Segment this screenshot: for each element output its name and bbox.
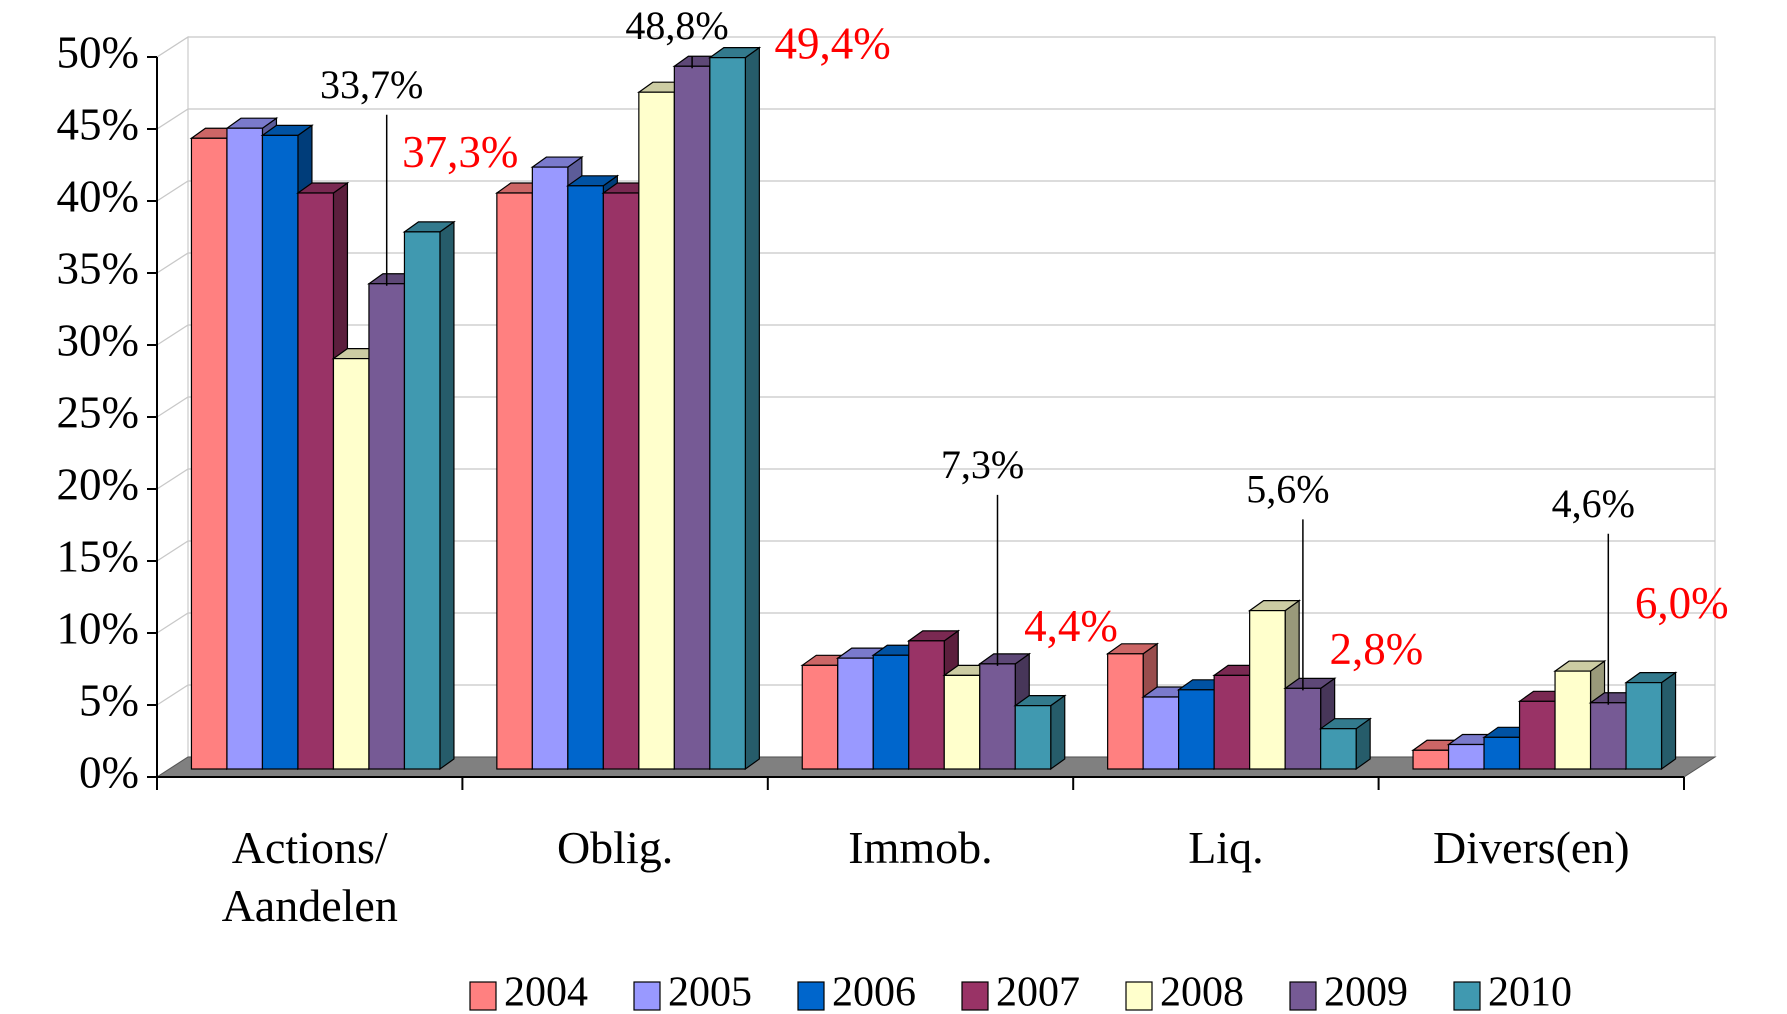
bar <box>226 127 264 770</box>
data-label: 37,3% <box>402 127 518 177</box>
grid-line <box>156 540 1715 562</box>
x-tick-label-line: Oblig. <box>557 822 673 873</box>
bar <box>297 192 335 770</box>
grid-line <box>156 324 1715 346</box>
bar <box>979 663 1016 770</box>
bar <box>368 283 406 770</box>
data-label: 2,8% <box>1330 624 1424 674</box>
data-label: 5,6% <box>1246 467 1329 512</box>
legend-swatch <box>797 981 825 1011</box>
x-tick-label-line: Liq. <box>1188 822 1263 873</box>
y-tick-label: 0% <box>79 747 139 797</box>
grid-line <box>156 396 1715 418</box>
bar <box>801 664 839 770</box>
legend-swatch <box>961 981 989 1011</box>
x-tick-label-line: Actions/ <box>232 822 388 873</box>
bar <box>872 654 910 770</box>
legend-swatch <box>1453 981 1481 1011</box>
bar <box>531 166 569 770</box>
bar <box>1554 670 1592 770</box>
bar-side <box>744 46 760 771</box>
legend-swatch <box>469 981 497 1011</box>
y-tick-label: 35% <box>57 243 140 293</box>
data-label: 33,7% <box>320 62 423 107</box>
bar <box>1483 736 1521 770</box>
bar-side <box>439 220 455 771</box>
bar <box>638 91 675 770</box>
bar <box>1178 689 1215 770</box>
grid-line <box>156 180 1715 202</box>
data-label: 7,3% <box>941 442 1024 487</box>
bar <box>332 358 370 770</box>
y-tick-label: 10% <box>57 603 140 653</box>
x-tick-label: Liq. <box>1188 822 1263 873</box>
y-tick-label: 40% <box>57 171 140 221</box>
grid-line <box>156 612 1715 634</box>
legend-label: 2007 <box>996 970 1080 1014</box>
bar <box>1213 674 1251 770</box>
bar <box>567 185 604 770</box>
data-label: 49,4% <box>774 18 890 68</box>
data-label: 48,8% <box>625 3 728 48</box>
legend-swatch <box>1125 981 1153 1011</box>
x-tick-label-line: Aandelen <box>222 880 398 931</box>
bar <box>261 134 299 770</box>
legend-label: 2004 <box>504 970 588 1014</box>
x-tick-label-line: Divers(en) <box>1433 822 1630 873</box>
legend-swatch <box>633 981 661 1011</box>
bar <box>1625 681 1663 770</box>
x-tick-label: Actions/Aandelen <box>222 822 398 931</box>
y-tick-label: 20% <box>57 459 140 509</box>
bar <box>1107 653 1144 770</box>
bar <box>1518 700 1556 770</box>
grid-line <box>156 468 1715 490</box>
data-label: 4,6% <box>1552 481 1635 526</box>
bar <box>1320 728 1357 770</box>
x-tick-label-line: Immob. <box>848 822 992 873</box>
legend-label: 2008 <box>1160 970 1244 1014</box>
legend-label: 2010 <box>1488 970 1572 1014</box>
data-label: 6,0% <box>1635 578 1729 628</box>
bar <box>496 192 533 770</box>
bar <box>190 137 228 770</box>
grid-line <box>156 36 1715 58</box>
bar <box>1447 743 1485 770</box>
legend-swatch <box>1289 981 1317 1011</box>
bar <box>908 640 945 770</box>
y-tick-label: 5% <box>79 675 139 725</box>
x-tick-label: Immob. <box>848 822 992 873</box>
bar <box>709 57 746 770</box>
grid-line <box>156 108 1715 130</box>
bar <box>1142 696 1180 770</box>
bar <box>403 231 441 770</box>
legend-label: 2005 <box>668 970 752 1014</box>
x-tick-label: Oblig. <box>557 822 673 873</box>
bar <box>1249 609 1286 770</box>
bar <box>1284 687 1322 770</box>
y-tick-label: 30% <box>57 315 140 365</box>
y-tick-label: 25% <box>57 387 140 437</box>
bar <box>1412 749 1450 770</box>
data-label: 4,4% <box>1024 601 1118 651</box>
x-tick-label: Divers(en) <box>1433 822 1630 873</box>
bar <box>943 674 981 770</box>
y-tick-label: 45% <box>57 99 140 149</box>
bar-side <box>1050 694 1066 771</box>
grid-line <box>156 252 1715 274</box>
y-tick-label: 15% <box>57 531 140 581</box>
bar <box>602 192 640 770</box>
bar <box>1589 702 1627 770</box>
bar-side <box>1660 671 1677 771</box>
legend-label: 2006 <box>832 970 916 1014</box>
bar <box>1014 705 1052 770</box>
legend-label: 2009 <box>1324 970 1408 1014</box>
bar <box>837 657 874 770</box>
y-tick-label: 50% <box>57 27 140 77</box>
bar <box>673 65 711 770</box>
